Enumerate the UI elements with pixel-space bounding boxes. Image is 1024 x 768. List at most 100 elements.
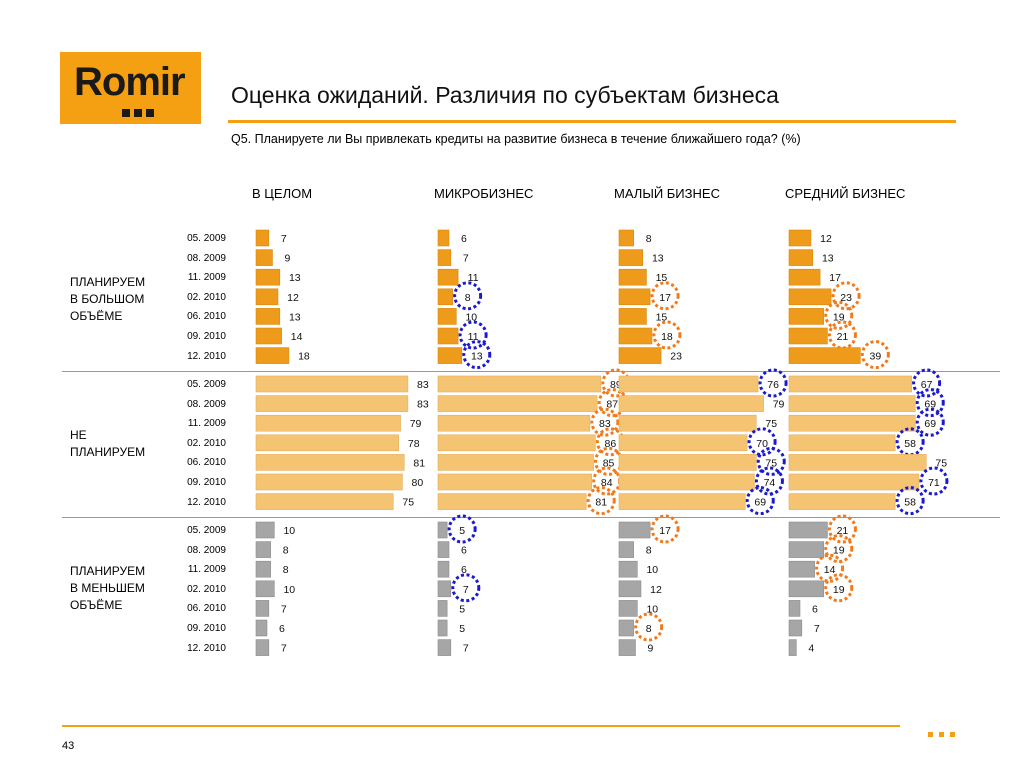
bar-not [618,395,764,412]
group-label-line: НЕ [70,428,87,442]
data-label: 69 [924,399,936,411]
data-label: 78 [408,438,420,450]
data-label: 13 [822,253,834,265]
data-label: 83 [417,379,429,391]
bar-not [618,375,759,393]
bar-more [788,327,828,345]
bar-less [437,580,452,598]
bar-not [437,375,602,393]
data-label: 12 [287,292,299,304]
data-label: 10 [646,564,658,576]
data-label: 81 [595,497,607,509]
date-label: 09. 2010 [187,623,226,634]
date-label: 11. 2009 [187,418,226,430]
date-label: 02. 2010 [187,583,226,595]
bar-more [255,268,281,286]
data-label: 6 [279,623,285,635]
data-label: 5 [459,525,465,537]
date-label: 12. 2010 [187,350,226,362]
date-label: 11. 2009 [187,272,226,284]
data-label: 17 [829,272,841,284]
highlight-circle [652,320,682,350]
group-label-line: ПЛАНИРУЕМ [70,275,146,289]
group-label-line: ПЛАНИРУЕМ [70,564,146,578]
bar-less [788,580,825,598]
data-label: 58 [904,497,916,509]
data-label: 10 [283,525,295,537]
bar-more [788,347,861,364]
highlight-circle [824,300,854,330]
data-label: 19 [833,545,845,557]
bar-not [788,493,896,510]
data-label: 15 [656,272,668,284]
bar-less [788,521,828,539]
data-label: 6 [461,545,467,557]
data-label: 14 [291,331,303,343]
bar-more [788,288,832,306]
bar-less [437,639,452,656]
bar-less [618,639,636,656]
data-label: 13 [289,272,301,284]
highlight-circle [634,612,664,642]
bar-not [255,375,409,393]
bar-less [788,541,825,558]
data-label: 39 [870,351,882,363]
highlight-circle [462,340,492,370]
group-label-less: ПЛАНИРУЕМ В МЕНЬШЕМ ОБЪЁМЕ [70,563,145,614]
data-label: 81 [413,457,425,469]
bar-less [618,541,634,558]
group-label-line: ОБЪЁМЕ [70,309,123,323]
data-label: 5 [459,623,465,635]
bar-less [437,619,448,637]
bar-more [255,347,290,364]
bar-more [618,249,644,266]
bar-less [255,600,270,617]
data-label: 12 [650,584,662,596]
date-label: 09. 2010 [187,477,226,488]
bar-more [618,327,653,345]
data-label: 11 [468,272,479,284]
logo-text: Romir [74,60,186,104]
date-label: 06. 2010 [187,457,226,469]
bar-not [788,434,896,452]
bar-less [255,541,271,558]
page-title: Оценка ожиданий. Различия по субъектам б… [231,82,779,108]
data-label: 13 [289,311,301,323]
bar-more [788,249,814,266]
group-label-line: В МЕНЬШЕМ [70,581,145,595]
data-label: 9 [648,643,654,655]
date-label: 06. 2010 [187,603,226,615]
data-label: 80 [412,477,424,489]
data-label: 7 [463,643,469,655]
data-label: 7 [281,603,287,615]
highlight-circle [451,573,481,603]
bar-not [618,473,755,491]
data-label: 7 [281,643,287,655]
bar-more [437,229,450,247]
bar-less [618,580,642,598]
bar-more [255,288,279,306]
data-label: 18 [298,351,310,363]
bar-not [255,493,394,510]
date-label: 05. 2009 [187,525,226,536]
data-label: 75 [935,457,947,469]
bar-less [255,521,275,539]
bar-less [788,600,801,617]
bar-not [618,493,746,510]
data-label: 67 [921,379,933,391]
bar-not [437,434,596,452]
highlight-circle [458,320,488,350]
group-label-line: ПЛАНИРУЕМ [70,445,146,459]
highlight-circle [650,281,680,311]
highlight-circle [824,573,854,603]
bar-not [788,473,920,491]
bar-more [255,308,281,325]
bar-more [437,327,459,345]
data-label: 7 [814,623,820,635]
highlight-circle [586,486,616,516]
data-label: 75 [765,457,777,469]
bar-not [437,493,587,510]
data-label: 87 [606,399,618,411]
bar-less [618,600,638,617]
footer-divider [62,725,900,727]
